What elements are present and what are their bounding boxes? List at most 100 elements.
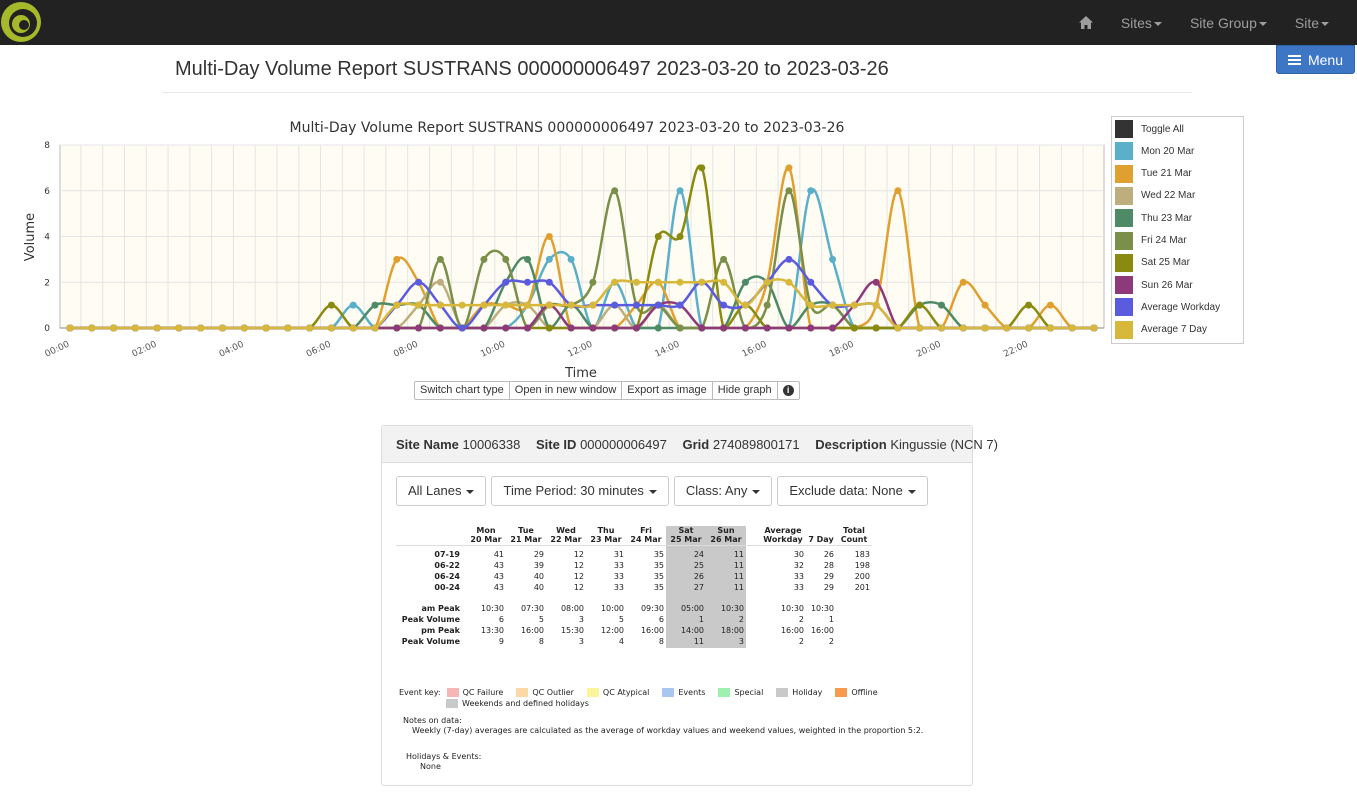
table-cell: 43 <box>493 572 504 581</box>
table-cell: 10:30 <box>706 603 746 615</box>
table-cell <box>836 637 872 648</box>
home-icon[interactable] <box>1075 13 1097 33</box>
description-value: Kingussie (NCN 7) <box>890 437 998 452</box>
data-point <box>632 278 640 286</box>
site-name-value: 10006338 <box>462 437 521 452</box>
legend-item[interactable]: Thu 23 Mar <box>1115 208 1192 228</box>
data-point <box>1068 324 1076 332</box>
table-cell: 8 <box>538 637 544 646</box>
nav-site-dropdown[interactable]: Site <box>1295 15 1329 31</box>
table-row: 06-22 43 39 12 33 35 25 11 32 28 198 <box>396 560 872 572</box>
filter-bar: All Lanes Time Period: 30 minutes Class:… <box>396 476 928 506</box>
data-point <box>197 324 205 332</box>
hide-graph-button[interactable]: Hide graph <box>713 382 778 399</box>
table-cell: 29 <box>533 550 544 559</box>
table-cell: 10:30 <box>810 604 834 613</box>
table-cell <box>836 615 872 626</box>
event-key-item: Special <box>718 688 763 697</box>
table-cell: 3 <box>706 636 746 648</box>
legend-item[interactable]: Sun 26 Mar <box>1115 275 1193 295</box>
brand-logo-icon[interactable] <box>0 0 46 45</box>
x-tick-label: 06:00 <box>305 340 333 360</box>
table-cell: 32 <box>793 561 804 570</box>
data-point <box>872 278 880 286</box>
time-period-dropdown[interactable]: Time Period: 30 minutes <box>491 476 669 506</box>
table-cell: 6 <box>658 615 664 624</box>
table-cell: 26 <box>666 571 706 583</box>
table-cell: 33 <box>613 583 624 592</box>
data-point <box>959 324 967 332</box>
data-point <box>807 301 815 309</box>
legend-toggle-all[interactable]: Toggle All <box>1115 119 1184 139</box>
legend-item[interactable]: Fri 24 Mar <box>1115 231 1187 251</box>
data-point <box>1025 324 1033 332</box>
class-dropdown[interactable]: Class: Any <box>673 476 773 506</box>
volume-summary-table: Mon 20 Mar Tue 21 Mar Wed 22 Mar Thu 23 Mar Fri 2… <box>396 526 872 648</box>
data-point <box>524 278 532 286</box>
table-cell: 12:00 <box>600 626 624 635</box>
event-key-item: QC Failure <box>446 688 504 697</box>
legend-swatch <box>1115 298 1133 317</box>
table-header-row: Mon 20 Mar Tue 21 Mar Wed 22 Mar Thu 23 Mar Fri 2… <box>396 526 872 546</box>
legend-item[interactable]: Average 7 Day <box>1115 320 1207 340</box>
table-row: 07-19 41 29 12 31 35 24 11 30 26 183 <box>396 549 872 561</box>
table-header-cell: Mon 20 Mar <box>466 526 506 546</box>
open-new-window-button[interactable]: Open in new window <box>510 382 623 399</box>
table-cell <box>836 604 872 615</box>
info-button[interactable]: i <box>778 382 799 399</box>
legend-item[interactable]: Mon 20 Mar <box>1115 141 1194 161</box>
x-tick-label: 00:00 <box>44 340 72 360</box>
table-cell: 31 <box>613 550 624 559</box>
row-label: Peak Volume <box>401 615 460 624</box>
export-image-button[interactable]: Export as image <box>622 382 713 399</box>
data-point <box>1025 301 1033 309</box>
table-cell: 11 <box>706 571 746 583</box>
y-tick-label: 0 <box>44 324 50 334</box>
data-point <box>720 278 728 286</box>
legend-label: Toggle All <box>1141 123 1184 135</box>
exclude-data-dropdown[interactable]: Exclude data: None <box>777 476 928 506</box>
table-cell: 11 <box>706 582 746 594</box>
holidays-value: None <box>420 762 441 771</box>
legend-swatch <box>1115 320 1133 339</box>
nav-site-group-dropdown[interactable]: Site Group <box>1190 15 1267 31</box>
legend-item[interactable]: Wed 22 Mar <box>1115 186 1195 206</box>
notes-title: Notes on data: <box>403 716 462 725</box>
event-key-item: Holiday <box>776 688 822 697</box>
table-header-cell: Tue 21 Mar <box>506 526 546 546</box>
data-point <box>872 301 880 309</box>
table-cell: 33 <box>613 572 624 581</box>
lanes-dropdown[interactable]: All Lanes <box>396 476 487 506</box>
legend-item[interactable]: Sat 25 Mar <box>1115 253 1190 273</box>
data-point <box>393 324 401 332</box>
data-point <box>829 324 837 332</box>
data-point <box>349 324 357 332</box>
nav-sites-dropdown[interactable]: Sites <box>1121 15 1162 31</box>
event-key-label: QC Failure <box>462 688 504 697</box>
switch-chart-type-button[interactable]: Switch chart type <box>415 382 510 399</box>
menu-button[interactable]: Menu <box>1276 45 1355 74</box>
data-point <box>436 301 444 309</box>
table-cell: 43 <box>493 561 504 570</box>
data-point <box>850 301 858 309</box>
data-point <box>545 301 553 309</box>
site-id-value: 000000006497 <box>580 437 667 452</box>
data-point <box>611 187 619 195</box>
legend-item[interactable]: Average Workday <box>1115 297 1220 317</box>
table-cell <box>806 594 836 604</box>
x-tick-label: 04:00 <box>218 340 246 360</box>
table-cell <box>706 593 746 604</box>
data-point <box>66 324 74 332</box>
data-point <box>589 278 597 286</box>
table-spacer-row <box>396 593 872 604</box>
x-tick-label: 20:00 <box>915 340 943 360</box>
data-point <box>502 278 510 286</box>
table-cell: 18:00 <box>706 625 746 637</box>
row-label: 06-24 <box>434 572 460 581</box>
legend-item[interactable]: Tue 21 Mar <box>1115 164 1192 184</box>
table-cell <box>626 594 666 604</box>
weekend-swatch <box>446 699 458 708</box>
data-point <box>916 301 924 309</box>
legend-label: Mon 20 Mar <box>1141 145 1195 157</box>
table-header-cell: Sun 26 Mar <box>706 526 746 546</box>
